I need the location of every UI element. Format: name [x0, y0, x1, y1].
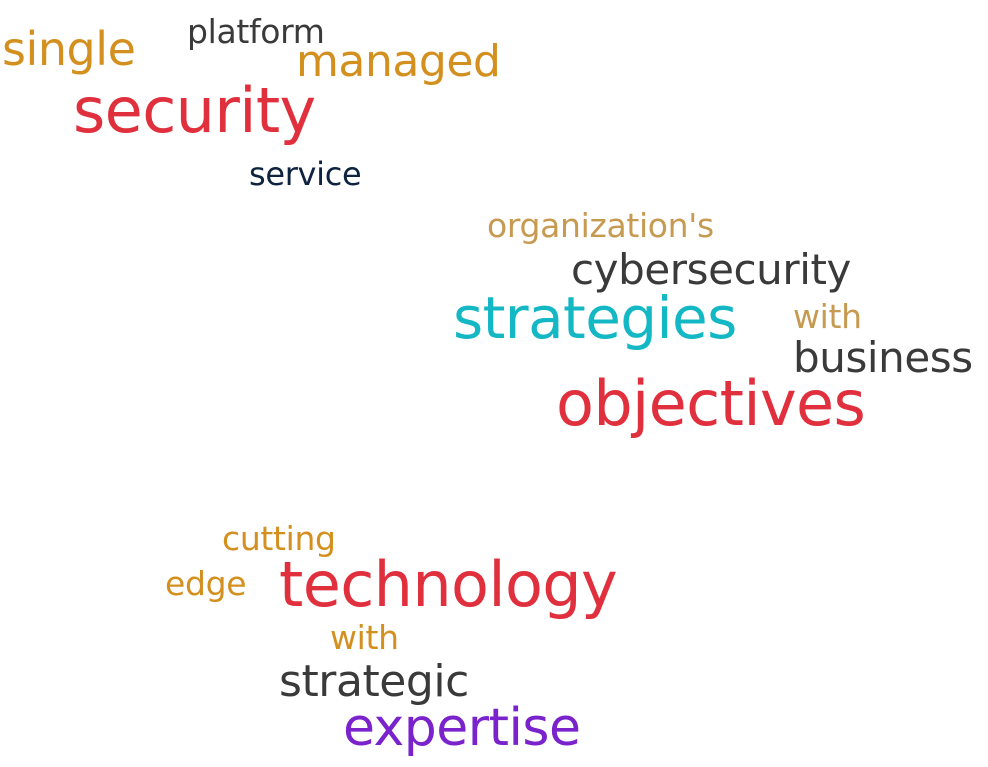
word-managed: managed: [296, 36, 501, 87]
word-expertise: expertise: [343, 698, 581, 758]
word-with: with: [793, 297, 862, 336]
word-cybersecurity: cybersecurity: [571, 245, 851, 294]
word-cutting: cutting: [222, 519, 336, 558]
word-service: service: [249, 155, 362, 193]
word-single: single: [2, 22, 136, 76]
word-edge: edge: [165, 564, 247, 603]
word-strategies: strategies: [453, 284, 737, 352]
word-strategic: strategic: [279, 656, 469, 707]
word-objectives: objectives: [556, 367, 866, 440]
word-organizations: organization's: [487, 206, 714, 245]
word-security: security: [73, 74, 316, 147]
word-business: business: [793, 333, 973, 382]
word-technology: technology: [279, 548, 618, 621]
word-platform: platform: [187, 12, 325, 51]
word-with: with: [330, 618, 399, 657]
